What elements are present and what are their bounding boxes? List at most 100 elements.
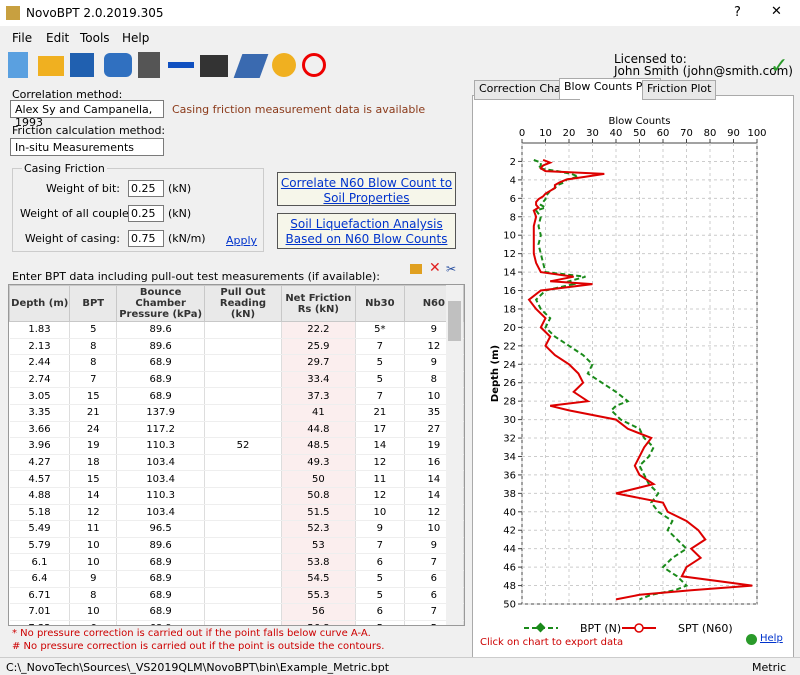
table-cell[interactable]: 1.83 bbox=[9, 321, 71, 339]
friction-select[interactable]: In-situ Measurements bbox=[10, 138, 164, 156]
table-cell[interactable] bbox=[204, 587, 282, 605]
table-cell[interactable] bbox=[204, 620, 282, 625]
table-cell[interactable]: 12 bbox=[69, 504, 118, 522]
table-cell[interactable]: 12 bbox=[355, 487, 405, 505]
table-cell[interactable]: 19 bbox=[69, 437, 118, 455]
save-icon[interactable] bbox=[70, 53, 94, 77]
table-cell[interactable] bbox=[204, 520, 282, 538]
table-cell[interactable]: 4.57 bbox=[9, 470, 71, 488]
table-cell[interactable]: 15 bbox=[69, 470, 118, 488]
scrollbar[interactable] bbox=[446, 285, 463, 625]
table-cell[interactable]: 3.05 bbox=[9, 387, 71, 405]
table-cell[interactable]: 5 bbox=[355, 371, 405, 389]
table-cell[interactable]: 4.88 bbox=[9, 487, 71, 505]
table-cell[interactable]: 7.32 bbox=[9, 620, 71, 625]
table-cell[interactable]: 14 bbox=[69, 487, 118, 505]
table-cell[interactable]: 18 bbox=[69, 454, 118, 472]
exit-icon[interactable] bbox=[302, 53, 326, 77]
table-cell[interactable]: 89.6 bbox=[116, 537, 206, 555]
table-cell[interactable]: 12 bbox=[355, 454, 405, 472]
table-cell[interactable]: 15 bbox=[69, 387, 118, 405]
table-cell[interactable]: 5.79 bbox=[9, 537, 71, 555]
table-cell[interactable]: 24 bbox=[69, 421, 118, 439]
table-cell[interactable] bbox=[204, 570, 282, 588]
table-cell[interactable]: 21 bbox=[69, 404, 118, 422]
table-cell[interactable]: 5 bbox=[69, 321, 118, 339]
table-cell[interactable]: 50 bbox=[281, 470, 357, 488]
table-cell[interactable]: 29.7 bbox=[281, 354, 357, 372]
help-link[interactable]: Help bbox=[760, 633, 783, 644]
table-cell[interactable]: 6.4 bbox=[9, 570, 71, 588]
table-cell[interactable]: 14 bbox=[355, 437, 405, 455]
table-cell[interactable]: 6.71 bbox=[9, 587, 71, 605]
table-cell[interactable] bbox=[204, 504, 282, 522]
table-cell[interactable]: 9 bbox=[69, 570, 118, 588]
table-cell[interactable]: 9 bbox=[355, 520, 405, 538]
tab[interactable]: Friction Plot bbox=[642, 80, 717, 100]
table-cell[interactable]: 89.6 bbox=[116, 338, 206, 356]
table-cell[interactable]: 11 bbox=[69, 520, 118, 538]
table-cell[interactable]: 10 bbox=[69, 603, 118, 621]
table-cell[interactable]: 5 bbox=[355, 587, 405, 605]
table-cell[interactable]: 5 bbox=[355, 354, 405, 372]
table-cell[interactable]: 8 bbox=[69, 587, 118, 605]
table-cell[interactable]: 68.9 bbox=[116, 587, 206, 605]
menu-item[interactable]: Tools bbox=[80, 31, 110, 45]
table-cell[interactable]: 103.4 bbox=[116, 504, 206, 522]
table-cell[interactable]: 8 bbox=[69, 338, 118, 356]
table-cell[interactable]: 68.9 bbox=[116, 553, 206, 571]
table-cell[interactable]: 68.9 bbox=[116, 354, 206, 372]
table-cell[interactable]: 33.4 bbox=[281, 371, 357, 389]
table-cell[interactable]: 68.9 bbox=[116, 387, 206, 405]
correlate-button[interactable]: Correlate N60 Blow Count to Soil Propert… bbox=[277, 172, 456, 206]
table-cell[interactable] bbox=[204, 338, 282, 356]
table-cell[interactable]: 3.66 bbox=[9, 421, 71, 439]
delete-icon[interactable]: ✕ bbox=[429, 260, 441, 276]
table-cell[interactable]: 89.6 bbox=[116, 321, 206, 339]
table-cell[interactable]: 2.44 bbox=[9, 354, 71, 372]
table-cell[interactable]: 68.9 bbox=[116, 603, 206, 621]
table-cell[interactable]: 53 bbox=[281, 537, 357, 555]
table-cell[interactable]: 8 bbox=[69, 354, 118, 372]
table-cell[interactable] bbox=[204, 537, 282, 555]
table-cell[interactable] bbox=[204, 454, 282, 472]
table-cell[interactable] bbox=[204, 354, 282, 372]
new-icon[interactable] bbox=[8, 52, 28, 78]
table-cell[interactable]: 5.18 bbox=[9, 504, 71, 522]
scroll-thumb[interactable] bbox=[448, 301, 461, 341]
table-cell[interactable]: 56.8 bbox=[281, 620, 357, 625]
table-cell[interactable]: 49.3 bbox=[281, 454, 357, 472]
table-cell[interactable]: 68.9 bbox=[116, 620, 206, 625]
table-cell[interactable]: 7 bbox=[355, 387, 405, 405]
table-cell[interactable]: 6 bbox=[355, 603, 405, 621]
table-cell[interactable]: 10 bbox=[355, 504, 405, 522]
paste-icon[interactable] bbox=[410, 264, 422, 274]
table-cell[interactable]: 2.13 bbox=[9, 338, 71, 356]
table-cell[interactable]: 50.8 bbox=[281, 487, 357, 505]
table-cell[interactable] bbox=[204, 387, 282, 405]
liquefaction-button[interactable]: Soil Liquefaction Analysis Based on N60 … bbox=[277, 213, 456, 249]
table-cell[interactable]: 55.3 bbox=[281, 587, 357, 605]
table-cell[interactable]: 5 bbox=[355, 570, 405, 588]
table-cell[interactable]: 54.5 bbox=[281, 570, 357, 588]
help-button[interactable]: ? bbox=[734, 5, 741, 20]
table-cell[interactable] bbox=[204, 371, 282, 389]
table-cell[interactable] bbox=[204, 470, 282, 488]
table-cell[interactable]: 3.35 bbox=[9, 404, 71, 422]
apply-link[interactable]: Apply bbox=[226, 234, 258, 247]
tab-active[interactable]: Blow Counts Plot bbox=[559, 78, 662, 99]
table-cell[interactable]: 7 bbox=[69, 371, 118, 389]
table-cell[interactable]: 52 bbox=[204, 437, 282, 455]
table-cell[interactable]: 21 bbox=[355, 404, 405, 422]
table-cell[interactable]: 110.3 bbox=[116, 437, 206, 455]
table-cell[interactable]: 48.5 bbox=[281, 437, 357, 455]
table-cell[interactable]: 53.8 bbox=[281, 553, 357, 571]
table-cell[interactable]: 10 bbox=[69, 553, 118, 571]
table-cell[interactable]: 10 bbox=[69, 537, 118, 555]
close-button[interactable]: ✕ bbox=[771, 4, 782, 19]
table-cell[interactable] bbox=[204, 421, 282, 439]
export-icon[interactable] bbox=[168, 62, 194, 68]
table-cell[interactable]: 22.2 bbox=[281, 321, 357, 339]
menu-item[interactable]: Edit bbox=[46, 31, 70, 45]
menu-item[interactable]: Help bbox=[122, 31, 150, 45]
